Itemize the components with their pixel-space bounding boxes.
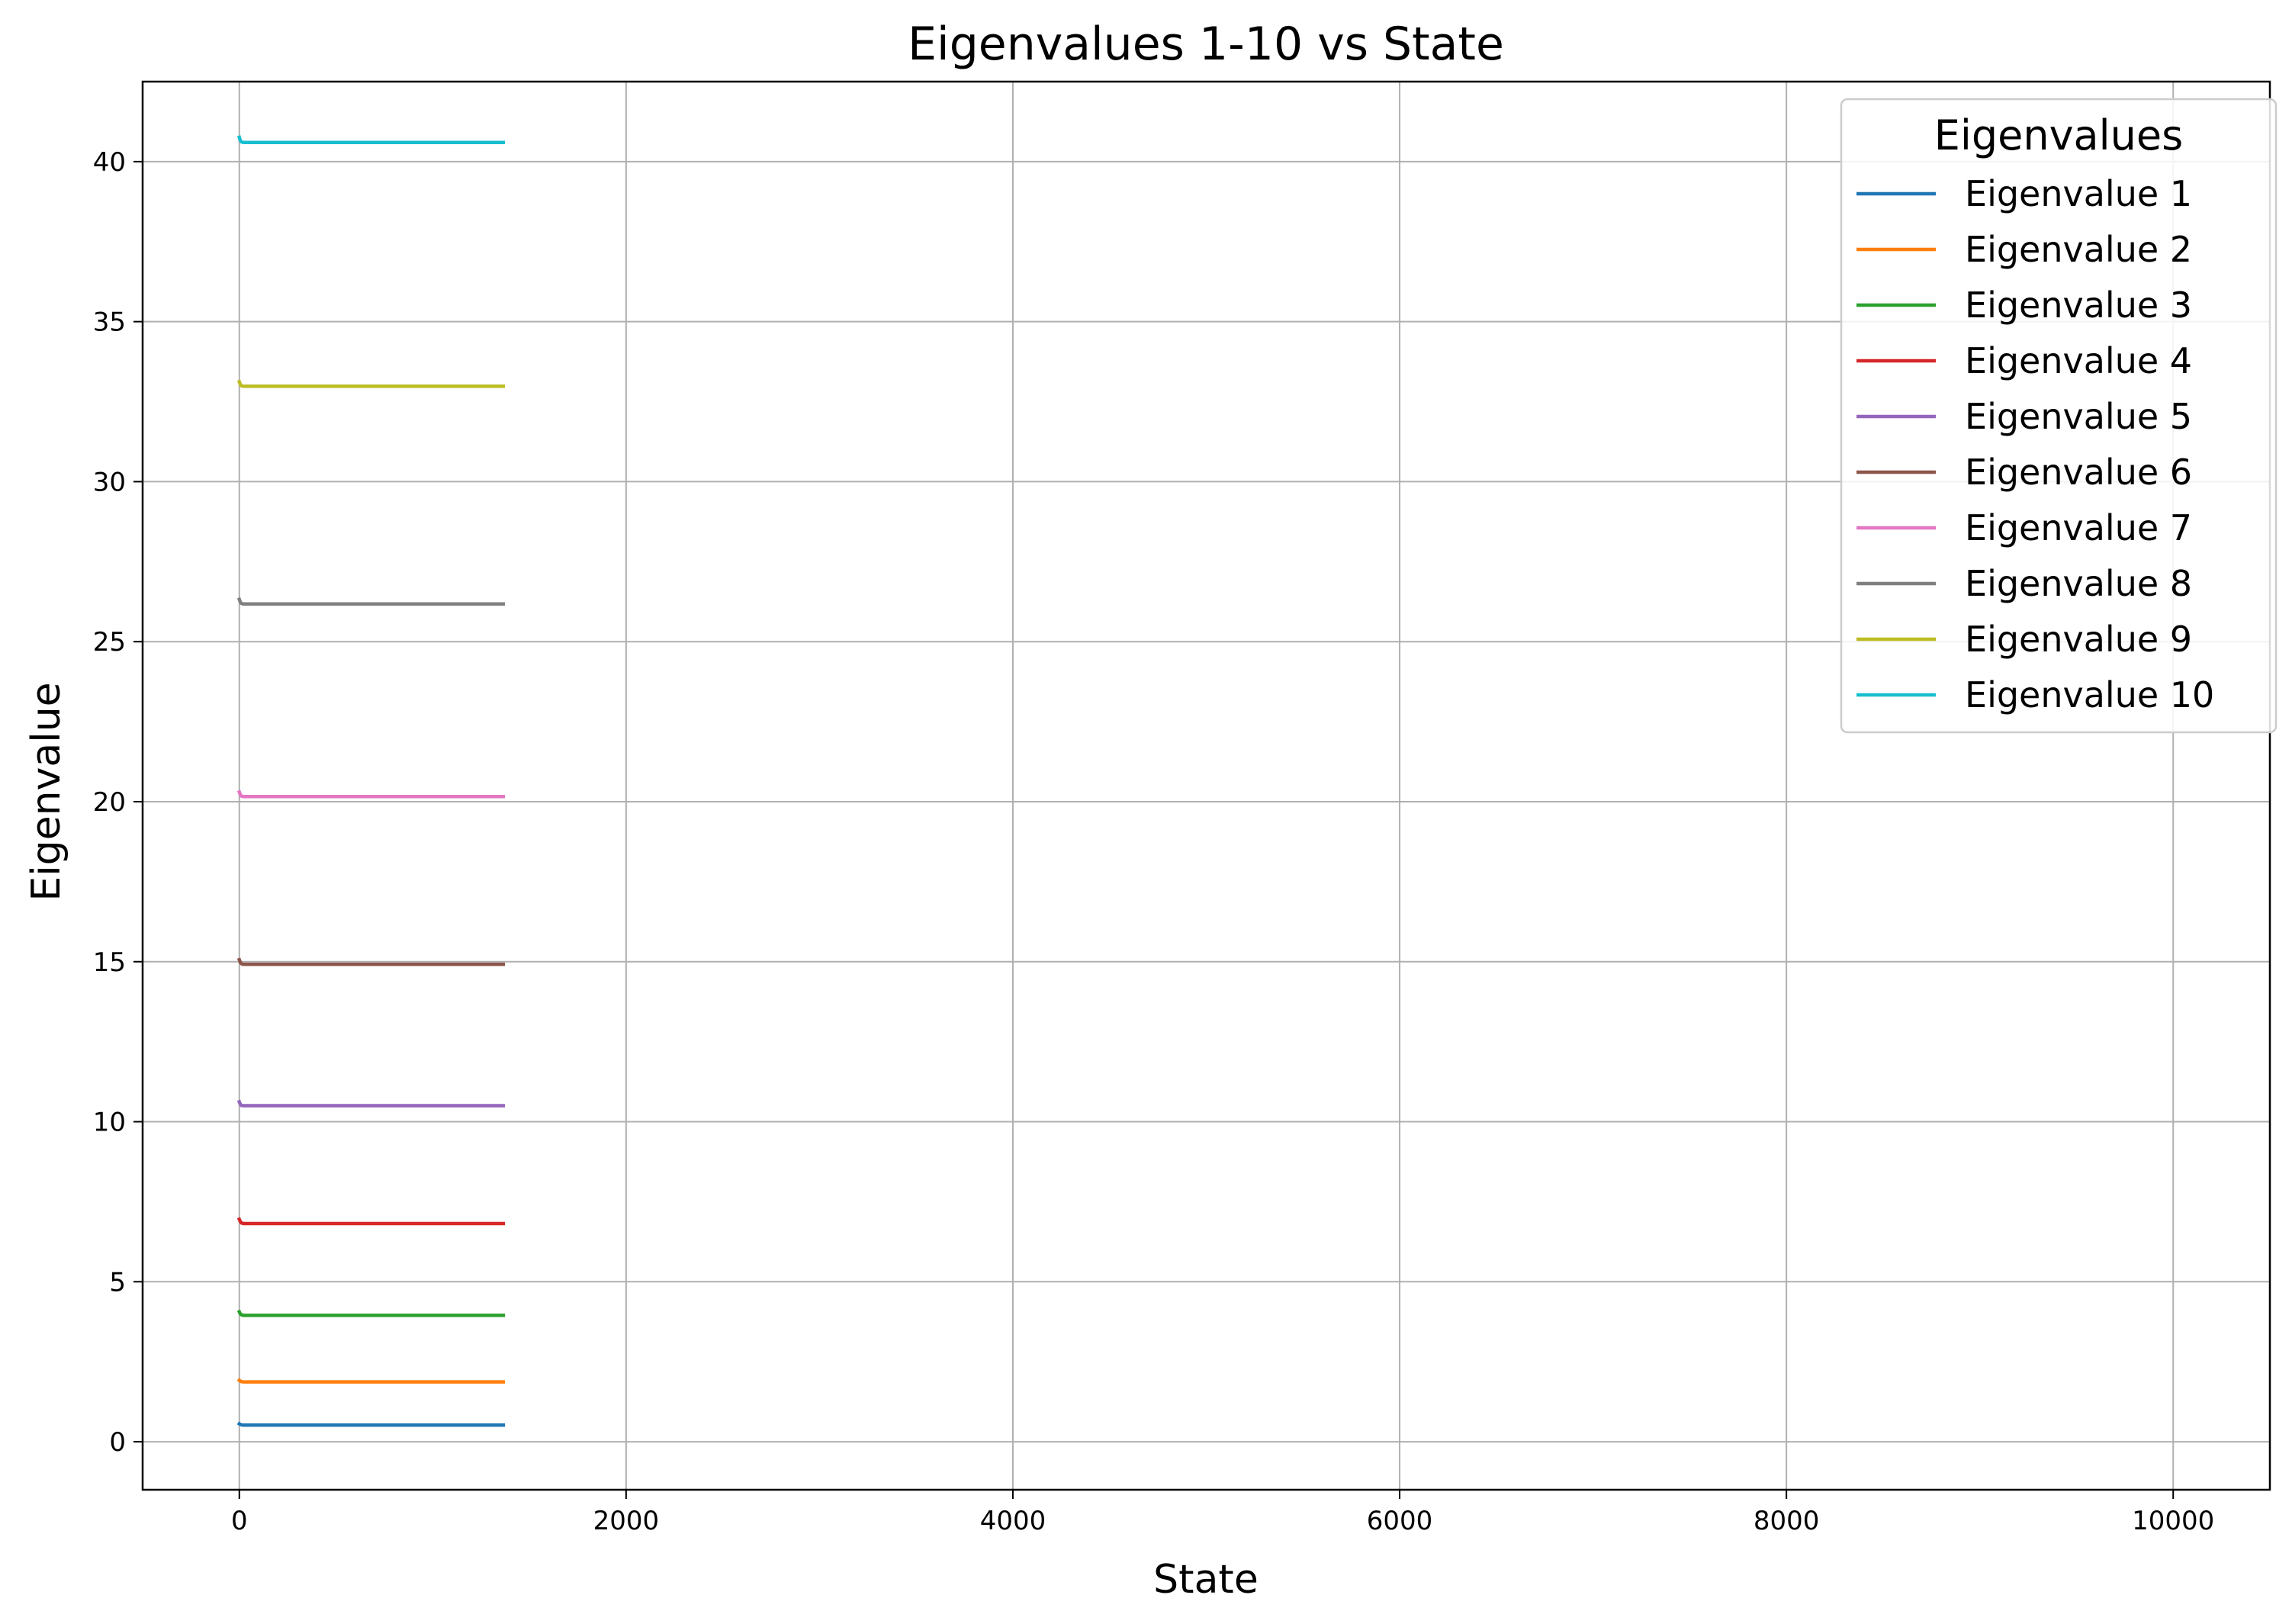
series-line-eigenvalue-7: [236, 789, 506, 799]
legend-label-eigenvalue-3: Eigenvalue 3: [1965, 285, 2192, 326]
x-axis-label: State: [1153, 1557, 1259, 1603]
series-line-eigenvalue-1: [236, 1421, 506, 1427]
y-tick-label: 15: [93, 947, 126, 978]
y-tick-label: 40: [93, 147, 126, 178]
series-line-eigenvalue-8: [236, 597, 506, 606]
legend-label-eigenvalue-10: Eigenvalue 10: [1965, 674, 2214, 716]
series-line-eigenvalue-6: [236, 957, 506, 966]
legend-label-eigenvalue-8: Eigenvalue 8: [1965, 563, 2192, 604]
series-line-eigenvalue-4: [236, 1217, 506, 1226]
legend-title: Eigenvalues: [1934, 111, 2183, 159]
plot-area-frame: [141, 80, 2271, 1491]
legend-label-eigenvalue-1: Eigenvalue 1: [1965, 173, 2192, 214]
legend-label-eigenvalue-2: Eigenvalue 2: [1965, 229, 2192, 270]
series-lines: [236, 135, 506, 1427]
y-tick-label: 0: [109, 1427, 126, 1458]
x-tick-label: 8000: [1754, 1506, 1820, 1536]
y-tick-label: 20: [93, 787, 126, 818]
series-line-eigenvalue-3: [236, 1309, 506, 1317]
y-tick-label: 35: [93, 307, 126, 338]
series-line-eigenvalue-10: [236, 135, 506, 144]
series-line-eigenvalue-2: [236, 1378, 506, 1384]
y-tick-label: 5: [109, 1267, 126, 1298]
legend: Eigenvalues Eigenvalue 1 Eigenvalue 2 Eige…: [1840, 98, 2278, 734]
legend-label-eigenvalue-4: Eigenvalue 4: [1965, 340, 2192, 381]
chart-title: Eigenvalues 1-10 vs State: [908, 18, 1504, 71]
axis-ticks: 0 2000 4000 6000 8000 10000 0 5 10 15 20 25 30 35 40: [93, 147, 2215, 1536]
series-line-eigenvalue-9: [236, 379, 506, 388]
x-tick-label: 6000: [1367, 1506, 1433, 1536]
legend-box: [1840, 98, 2278, 734]
series-line-eigenvalue-5: [236, 1099, 506, 1108]
x-tick-label: 4000: [980, 1506, 1046, 1536]
y-tick-label: 25: [93, 627, 126, 658]
legend-label-eigenvalue-5: Eigenvalue 5: [1965, 396, 2192, 437]
y-tick-label: 10: [93, 1108, 126, 1138]
y-axis-label: Eigenvalue: [24, 682, 69, 901]
x-tick-label: 0: [231, 1506, 248, 1536]
legend-label-eigenvalue-6: Eigenvalue 6: [1965, 452, 2192, 493]
x-tick-label: 2000: [593, 1506, 660, 1536]
grid-lines: [143, 82, 2270, 1490]
legend-label-eigenvalue-7: Eigenvalue 7: [1965, 507, 2192, 548]
x-tick-label: 10000: [2132, 1506, 2214, 1536]
legend-label-eigenvalue-9: Eigenvalue 9: [1965, 619, 2192, 660]
y-tick-label: 30: [93, 467, 126, 497]
